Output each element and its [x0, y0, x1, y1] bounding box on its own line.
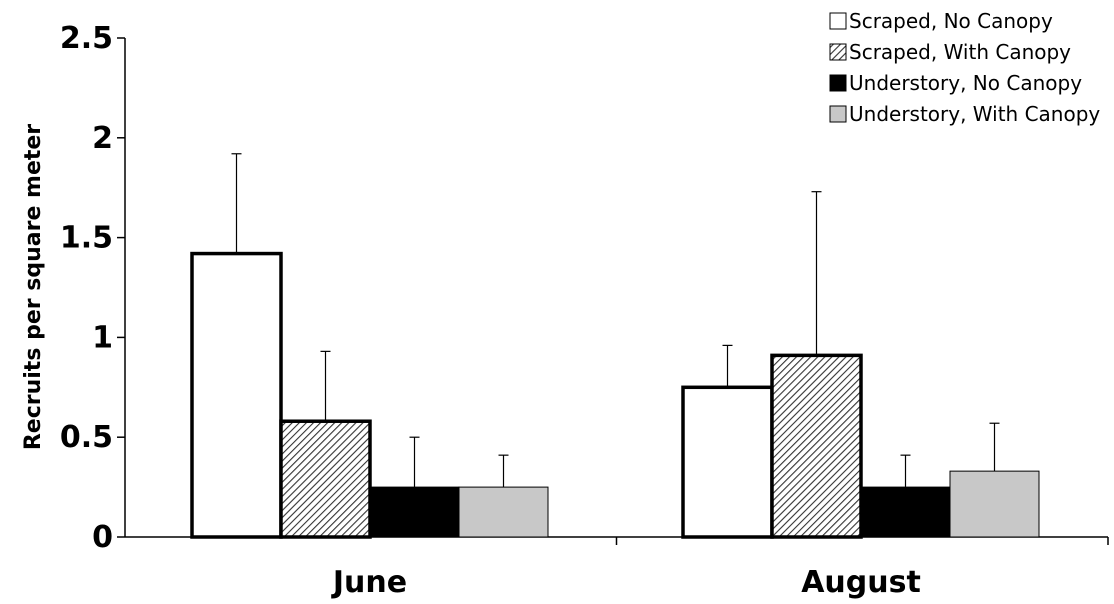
- bar: [190, 251, 283, 539]
- legend-label: Scraped, With Canopy: [849, 40, 1071, 64]
- bar: [369, 486, 460, 538]
- legend: Scraped, No Canopy Scraped, With Canopy Un…: [829, 9, 1100, 126]
- legend-swatch: [829, 12, 847, 30]
- legend-label: Understory, No Canopy: [849, 71, 1082, 95]
- bar: [860, 486, 951, 538]
- y-axis-title: Recruits per square meter: [21, 124, 46, 450]
- legend-swatch: [829, 43, 847, 61]
- legend-label: Understory, With Canopy: [849, 102, 1100, 126]
- bar: [279, 419, 372, 539]
- legend-swatch: [829, 74, 847, 92]
- legend-swatch: [829, 105, 847, 123]
- y-tick-label: 1: [92, 320, 113, 355]
- y-tick-label: 0: [92, 520, 113, 555]
- y-tick-label: 2.5: [60, 21, 113, 56]
- x-category-label: June: [331, 565, 407, 600]
- bar: [949, 470, 1040, 538]
- y-tick-label: 0.5: [60, 420, 113, 455]
- x-category-label: August: [801, 565, 921, 600]
- y-tick-label: 2: [92, 121, 113, 156]
- y-tick-label: 1.5: [60, 221, 113, 256]
- bar: [681, 385, 774, 539]
- bar: [770, 353, 863, 539]
- legend-label: Scraped, No Canopy: [849, 9, 1053, 33]
- bar: [458, 486, 549, 538]
